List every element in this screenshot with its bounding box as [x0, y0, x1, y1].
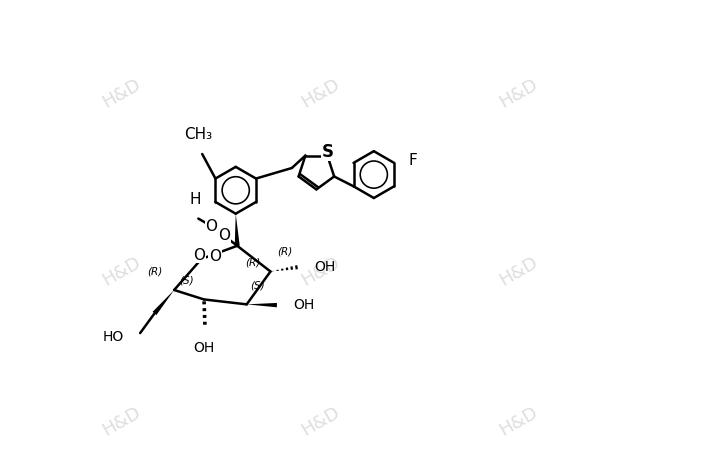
Text: OH: OH — [193, 341, 215, 354]
Text: S: S — [321, 143, 334, 160]
Text: OH: OH — [315, 260, 336, 274]
Text: O: O — [193, 247, 205, 262]
Text: OH: OH — [293, 298, 314, 312]
Text: H&D: H&D — [99, 253, 144, 290]
Text: H&D: H&D — [298, 403, 343, 439]
Polygon shape — [247, 303, 277, 307]
Polygon shape — [153, 290, 174, 315]
Text: (S): (S) — [251, 280, 266, 290]
Text: H&D: H&D — [99, 403, 144, 439]
Text: O: O — [205, 219, 218, 234]
Text: H&D: H&D — [497, 75, 541, 111]
Text: H&D: H&D — [99, 75, 144, 111]
Text: HO: HO — [103, 330, 125, 344]
Text: H: H — [190, 192, 201, 207]
Text: (R): (R) — [147, 266, 163, 276]
Text: F: F — [408, 153, 417, 169]
Text: H&D: H&D — [497, 253, 541, 290]
Text: (S): (S) — [180, 276, 194, 286]
Text: H&D: H&D — [298, 75, 343, 111]
Text: O: O — [218, 228, 231, 244]
Text: H&D: H&D — [497, 403, 541, 439]
Text: H&D: H&D — [298, 253, 343, 290]
Polygon shape — [235, 214, 240, 246]
Text: O: O — [209, 249, 221, 264]
Text: CH₃: CH₃ — [184, 127, 213, 142]
Text: (R): (R) — [277, 246, 293, 257]
Text: (R): (R) — [245, 258, 261, 268]
